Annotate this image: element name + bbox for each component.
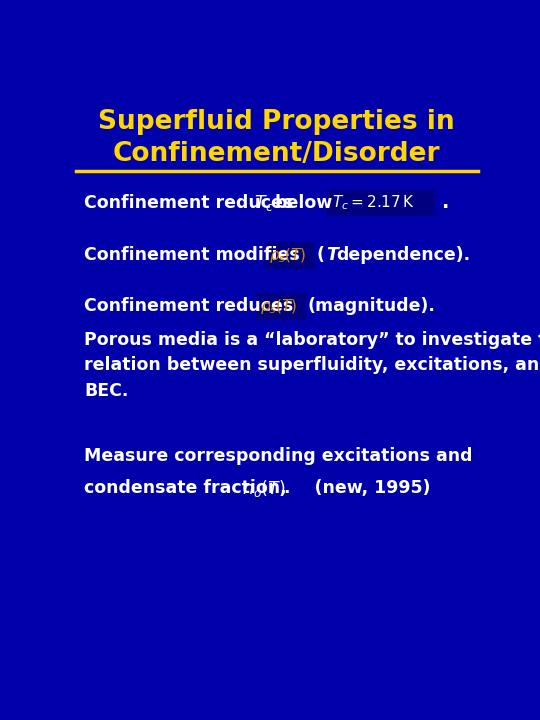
Text: $n_o(T)$: $n_o(T)$ (242, 478, 286, 499)
Text: $T_c = 2.17\,\mathrm{K}$: $T_c = 2.17\,\mathrm{K}$ (332, 194, 415, 212)
FancyBboxPatch shape (256, 293, 306, 320)
Text: $\,T_c$: $\,T_c$ (253, 193, 274, 213)
Text: .    (new, 1995): . (new, 1995) (284, 480, 431, 498)
Text: below: below (275, 194, 333, 212)
Text: $\rho_s(T)$: $\rho_s(T)$ (260, 297, 298, 316)
FancyBboxPatch shape (327, 189, 435, 216)
Text: $\rho_s(T)$: $\rho_s(T)$ (269, 246, 307, 265)
Text: (: ( (317, 246, 325, 264)
Text: dependence).: dependence). (336, 246, 470, 264)
Text: Confinement reduces: Confinement reduces (84, 297, 294, 315)
FancyBboxPatch shape (265, 242, 315, 269)
Text: Confinement/Disorder: Confinement/Disorder (113, 141, 441, 167)
Text: Measure corresponding excitations and: Measure corresponding excitations and (84, 447, 472, 465)
Text: Confinement reduces: Confinement reduces (84, 194, 294, 212)
Text: Confinement modifies: Confinement modifies (84, 246, 300, 264)
Text: condensate fraction,: condensate fraction, (84, 480, 293, 498)
Text: Superfluid Properties in: Superfluid Properties in (98, 109, 455, 135)
Text: T: T (326, 246, 338, 264)
Text: (magnitude).: (magnitude). (308, 297, 436, 315)
Text: Porous media is a “laboratory” to investigate the
relation between superfluidity: Porous media is a “laboratory” to invest… (84, 330, 540, 400)
Text: .: . (442, 194, 449, 212)
